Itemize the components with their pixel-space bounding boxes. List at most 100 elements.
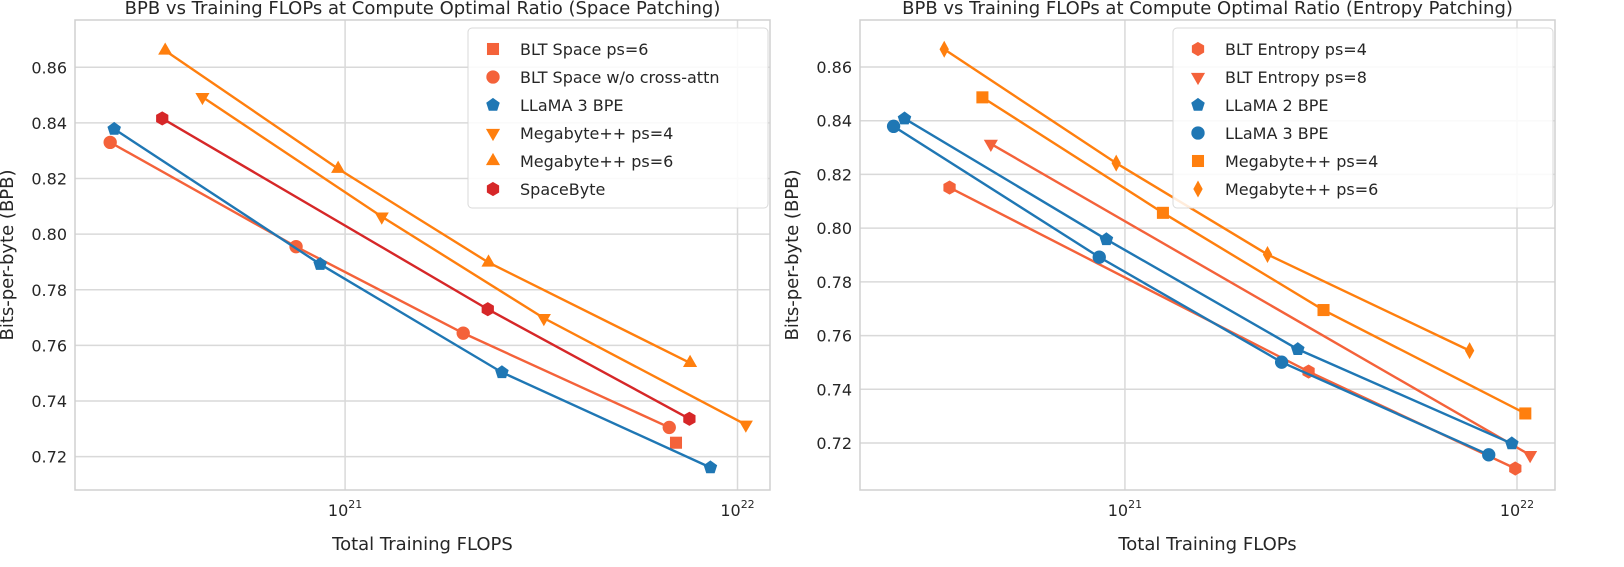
series-line [981, 96, 1526, 415]
data-point [331, 160, 346, 173]
y-tick-label: 0.74 [816, 380, 852, 399]
data-point [481, 254, 496, 267]
data-point [1111, 154, 1121, 172]
legend-item: Megabyte++ ps=6 [1193, 180, 1378, 199]
x-tick-label: 1022 [720, 498, 754, 520]
y-tick-label: 0.80 [816, 219, 852, 238]
y-tick-label: 0.82 [31, 170, 67, 189]
series-megabyte-ps-4 [976, 91, 1532, 420]
chart-title: BPB vs Training FLOPs at Compute Optimal… [902, 0, 1513, 19]
marker-square [486, 42, 500, 56]
marker-pentagon [486, 97, 500, 111]
x-tick-exponent: 22 [1520, 498, 1534, 511]
data-point [886, 119, 901, 134]
y-tick-label: 0.84 [816, 112, 852, 131]
data-point [374, 212, 389, 225]
data-point [662, 420, 676, 435]
data-point [195, 92, 210, 106]
legend: BLT Entropy ps=4 BLT Entropy ps=8 LLaMA 2 … [1172, 27, 1554, 209]
legend-label: SpaceByte [520, 180, 605, 199]
data-point [897, 111, 912, 125]
y-tick-label: 0.82 [816, 165, 852, 184]
x-tick-label: 1022 [1500, 498, 1534, 520]
data-point [1317, 304, 1330, 317]
data-point [669, 436, 683, 449]
data-point [1092, 250, 1106, 264]
y-tick-label: 0.72 [816, 434, 852, 453]
legend-box [1172, 27, 1554, 209]
legend-label: Megabyte++ ps=6 [1225, 180, 1378, 199]
series-blt-entropy-ps-8 [983, 139, 1538, 464]
series-megabyte-ps-4 [195, 92, 753, 433]
data-point [1464, 342, 1475, 360]
legend-item: Megabyte++ ps=4 [1191, 152, 1378, 171]
axes-frame [859, 19, 1556, 491]
data-point [1274, 355, 1289, 369]
legend-item: LLaMA 3 BPE [1191, 124, 1328, 143]
legend-label: Megabyte++ ps=4 [520, 124, 673, 143]
legend-item: BLT Space w/o cross-attn [486, 68, 720, 87]
series-line [892, 125, 1490, 456]
legend-box [467, 27, 769, 209]
legend-label: BLT Entropy ps=8 [1225, 68, 1367, 87]
y-tick-label: 0.80 [31, 225, 67, 244]
data-point [683, 411, 696, 426]
series-line [943, 48, 1471, 352]
series-llama-3-bpe [886, 119, 1496, 462]
data-point [976, 91, 989, 104]
y-tick-label: 0.76 [31, 336, 67, 355]
x-axis-label: Total Training FLOPS [331, 534, 513, 555]
data-point [983, 139, 998, 152]
x-tick-exponent: 21 [348, 498, 362, 511]
x-tick-base: 10 [1108, 501, 1128, 520]
legend-label: BLT Space ps=6 [520, 40, 648, 59]
marker-square [1191, 154, 1205, 168]
marker-hexagon [486, 181, 500, 197]
y-tick-label: 0.78 [816, 273, 852, 292]
legend-item: SpaceByte [486, 180, 605, 199]
data-point [943, 180, 956, 195]
series-line [109, 141, 670, 429]
y-tick-label: 0.72 [31, 448, 67, 467]
series-blt-space-ps-6 [669, 436, 683, 449]
marker-circle [1191, 126, 1205, 140]
legend-item: BLT Entropy ps=8 [1190, 68, 1367, 87]
data-point [481, 302, 494, 317]
series-line [903, 117, 1513, 445]
y-axis-label: Bits-per-byte (BPB) [0, 169, 18, 340]
x-tick-exponent: 21 [1128, 498, 1142, 511]
series-blt-space-w-o-cross-attn [103, 135, 676, 435]
x-tick-base: 10 [1500, 501, 1520, 520]
marker-triangle-down [485, 128, 501, 142]
series-line [201, 96, 747, 426]
x-tick-label: 1021 [1108, 498, 1142, 520]
data-point [1291, 342, 1305, 356]
data-point [1156, 206, 1169, 219]
legend-label: BLT Entropy ps=4 [1225, 40, 1367, 59]
data-point [1509, 461, 1522, 476]
axes-frame [74, 19, 771, 491]
x-tick-base: 10 [720, 501, 740, 520]
data-point [156, 111, 169, 126]
legend-label: LLaMA 2 BPE [1225, 96, 1328, 115]
data-point [495, 365, 509, 379]
series-spacebyte [156, 111, 696, 426]
data-point [103, 135, 117, 150]
data-point [1262, 245, 1273, 263]
data-point [1519, 407, 1532, 420]
data-point [683, 354, 698, 367]
legend-label: LLaMA 3 BPE [1225, 124, 1328, 143]
data-point [158, 42, 173, 55]
y-tick-label: 0.76 [816, 327, 852, 346]
marker-triangle-down [1190, 72, 1206, 86]
legend-item: BLT Space ps=6 [486, 40, 648, 59]
series-llama-2-bpe [897, 111, 1519, 450]
data-point [456, 326, 470, 340]
series-line [113, 128, 711, 469]
x-tick-exponent: 22 [741, 498, 755, 511]
legend-item: LLaMA 2 BPE [1191, 96, 1328, 115]
series-llama-3-bpe [107, 121, 718, 474]
legend-item: BLT Entropy ps=4 [1191, 40, 1367, 59]
